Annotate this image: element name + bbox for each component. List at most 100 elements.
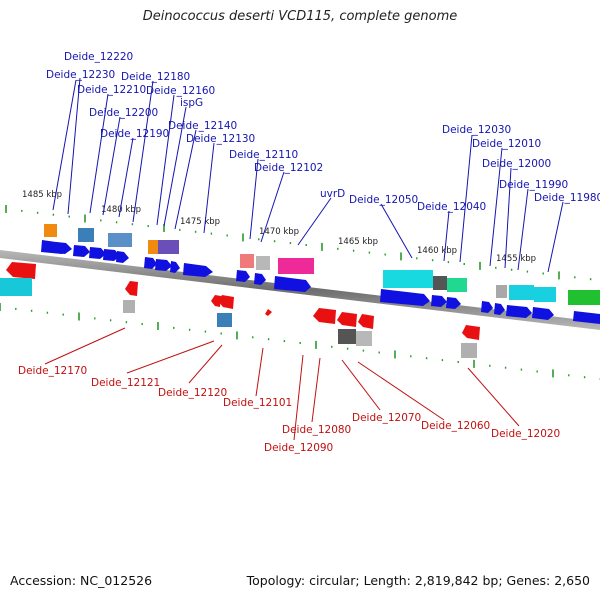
forward-gene[interactable]: [103, 249, 120, 261]
feature-box[interactable]: [78, 228, 94, 242]
feature-box[interactable]: [338, 329, 356, 344]
forward-gene[interactable]: [446, 297, 461, 309]
feature-box[interactable]: [0, 278, 32, 296]
map-title: Deinococcus deserti VCD115, complete gen…: [142, 9, 458, 24]
reverse-gene[interactable]: [313, 308, 336, 324]
leader-line: [126, 340, 215, 374]
gene-label-bottom[interactable]: Deide_12170: [18, 365, 87, 377]
reverse-gene[interactable]: [211, 295, 221, 307]
leader-line: [467, 367, 520, 427]
forward-gene[interactable]: [89, 247, 106, 259]
leader-line: [89, 93, 109, 214]
gene-label-top[interactable]: Deide_12050: [349, 194, 418, 206]
reverse-gene[interactable]: [218, 295, 234, 309]
reverse-gene[interactable]: [462, 325, 480, 340]
gene-label-top[interactable]: Deide_12180: [121, 71, 190, 83]
feature-box[interactable]: [108, 233, 132, 247]
feature-box[interactable]: [148, 240, 158, 254]
reverse-strand-features: [0, 278, 477, 358]
leader-line: [547, 201, 564, 273]
feature-box[interactable]: [256, 256, 270, 270]
leader-line: [203, 142, 215, 234]
gene-label-top[interactable]: Deide_11980: [534, 192, 600, 204]
forward-gene[interactable]: [431, 295, 447, 307]
reverse-gene[interactable]: [125, 281, 138, 296]
feature-box[interactable]: [496, 285, 507, 298]
forward-gene[interactable]: [481, 301, 493, 313]
forward-gene[interactable]: [144, 257, 157, 269]
forward-gene[interactable]: [183, 263, 213, 277]
feature-box[interactable]: [240, 254, 254, 268]
feature-box[interactable]: [356, 331, 372, 346]
gene-label-top[interactable]: Deide_12030: [442, 124, 511, 136]
gene-label-bottom[interactable]: Deide_12101: [223, 397, 292, 409]
gene-label-bottom[interactable]: Deide_12080: [282, 424, 351, 436]
feature-box[interactable]: [44, 224, 57, 237]
feature-box[interactable]: [568, 290, 600, 305]
gene-label-bottom[interactable]: Deide_12120: [158, 387, 227, 399]
ruler-label: 1470 kbp: [259, 227, 299, 237]
top-gene-labels: Deide_12220 Deide_12230 Deide_12180 Deid…: [46, 51, 600, 213]
outer-ruler-ticks: [5, 205, 592, 281]
gene-label-top[interactable]: Deide_12130: [186, 133, 255, 145]
gene-label-top[interactable]: Deide_12000: [482, 158, 551, 170]
feature-box[interactable]: [509, 285, 534, 300]
gene-label-top[interactable]: Deide_12190: [100, 128, 169, 140]
forward-gene[interactable]: [254, 273, 266, 285]
gene-label-top[interactable]: Deide_12040: [417, 201, 486, 213]
forward-gene[interactable]: [55, 242, 72, 254]
gene-label-bottom[interactable]: Deide_12020: [491, 428, 560, 440]
reverse-gene[interactable]: [6, 262, 36, 279]
forward-gene[interactable]: [116, 251, 129, 263]
forward-gene[interactable]: [380, 289, 430, 306]
gene-label-top[interactable]: Deide_12200: [89, 107, 158, 119]
gene-label-top[interactable]: Deide_12110: [229, 149, 298, 161]
forward-gene[interactable]: [155, 259, 172, 271]
gene-label-top[interactable]: Deide_11990: [499, 179, 568, 191]
forward-gene[interactable]: [73, 245, 90, 257]
gene-label-top[interactable]: Deide_12010: [472, 138, 541, 150]
feature-box[interactable]: [383, 270, 433, 288]
top-leader-lines: [52, 77, 564, 273]
leader-line: [249, 158, 259, 240]
gene-label-top[interactable]: Deide_12102: [254, 162, 323, 174]
reverse-gene[interactable]: [337, 312, 357, 327]
feature-box[interactable]: [158, 240, 179, 254]
forward-strand-genes: [41, 240, 600, 324]
inner-ruler-ticks: [0, 303, 600, 380]
leader-line: [102, 116, 121, 216]
feature-box[interactable]: [447, 278, 467, 292]
gene-label-bottom[interactable]: Deide_12090: [264, 442, 333, 454]
forward-gene[interactable]: [494, 303, 505, 315]
leader-line: [357, 361, 445, 421]
gene-label-top[interactable]: Deide_12210: [77, 84, 146, 96]
feature-box[interactable]: [433, 276, 447, 290]
forward-gene[interactable]: [236, 270, 250, 282]
ruler-label: 1480 kbp: [101, 205, 141, 215]
gene-label-top[interactable]: Deide_12230: [46, 69, 115, 81]
gene-label-top[interactable]: Deide_12140: [168, 120, 237, 132]
leader-line: [293, 354, 304, 441]
gene-label-bottom[interactable]: Deide_12060: [421, 420, 490, 432]
forward-gene[interactable]: [532, 307, 554, 320]
gene-label-top[interactable]: Deide_12160: [146, 85, 215, 97]
reverse-gene[interactable]: [265, 309, 272, 316]
forward-gene[interactable]: [506, 305, 532, 318]
feature-box[interactable]: [217, 313, 232, 327]
feature-box[interactable]: [534, 287, 556, 302]
forward-gene[interactable]: [573, 311, 600, 324]
forward-gene[interactable]: [170, 261, 180, 273]
feature-box[interactable]: [461, 343, 477, 358]
feature-box[interactable]: [278, 258, 314, 274]
feature-box[interactable]: [123, 300, 135, 313]
gene-label-top[interactable]: ispG: [180, 97, 203, 109]
gene-label-top[interactable]: uvrD: [320, 188, 345, 200]
gene-label-bottom[interactable]: Deide_12121: [91, 377, 160, 389]
gene-label-bottom[interactable]: Deide_12070: [352, 412, 421, 424]
reverse-gene[interactable]: [358, 314, 374, 329]
gene-label-top[interactable]: Deide_12220: [64, 51, 133, 63]
forward-gene[interactable]: [274, 276, 311, 292]
leader-line: [517, 188, 529, 271]
leader-line: [67, 77, 81, 215]
